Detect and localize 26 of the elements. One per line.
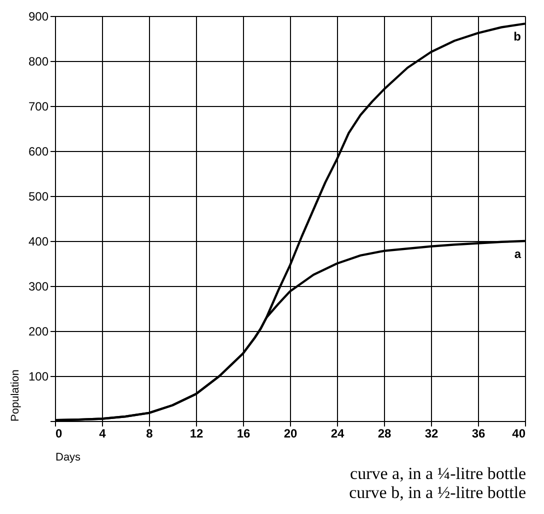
y-tick-label: 800 [28, 54, 49, 68]
x-tick-label: 12 [190, 426, 204, 440]
y-tick-label: 100 [28, 370, 49, 384]
y-tick-label: 400 [28, 234, 49, 248]
text: curve b, in a ½-litre bottle [349, 483, 526, 502]
text: curve a, in a ¼-litre bottle [350, 464, 526, 483]
y-axis-title: Population [9, 370, 22, 422]
x-tick-label: 24 [330, 426, 344, 440]
y-tick-label: 700 [28, 100, 49, 114]
y-tick-label: 500 [28, 190, 49, 204]
x-tick-label: 40 [512, 426, 526, 440]
x-tick-label: 4 [99, 426, 106, 440]
x-tick-label: 16 [236, 426, 250, 440]
y-tick-label: 600 [28, 144, 49, 158]
series-label: b [514, 30, 521, 44]
x-tick-label: 36 [472, 426, 486, 440]
x-tick-label: 20 [284, 426, 298, 440]
series-label: a [514, 247, 522, 261]
x-tick-label: 28 [378, 426, 392, 440]
x-tick-label: 0 [56, 426, 62, 440]
y-tick-label: 300 [28, 280, 49, 294]
y-tick-label: 900 [28, 10, 49, 24]
x-tick-label: 32 [424, 426, 438, 440]
x-tick-label: 8 [146, 426, 154, 440]
y-tick-label: 200 [28, 324, 49, 338]
x-axis-title: Days [56, 452, 82, 464]
